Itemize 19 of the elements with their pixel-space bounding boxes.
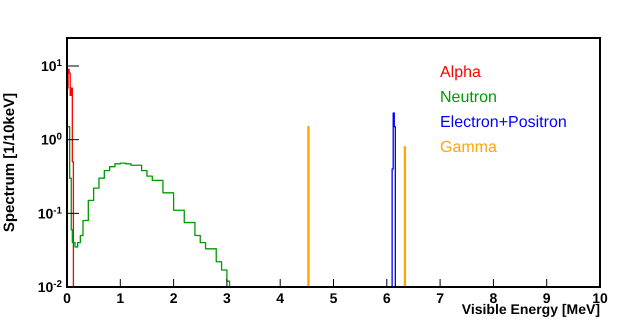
text: Neutron (440, 89, 497, 106)
y-axis-title: Spectrum [1/10keV] (1, 92, 18, 232)
text: Alpha (440, 64, 482, 81)
y-tick-label: 10$^{-1}$ (38, 204, 63, 222)
y-tick-label: 10$^{-2}$ (38, 278, 63, 295)
x-tick-label: 7 (436, 290, 444, 306)
x-tick-label: 0 (63, 290, 72, 306)
text: Gamma (440, 139, 497, 156)
y-tick-label: 10$^{0}$ (40, 131, 63, 148)
text: Electron+Positron (440, 114, 567, 131)
x-tick-label: 4 (276, 290, 284, 306)
x-tick-label: 9 (542, 290, 551, 306)
x-tick-label: 8 (490, 290, 498, 306)
x-tick-label: 6 (382, 290, 391, 306)
x-tick-label: 3 (223, 290, 231, 306)
x-tick-label: 2 (170, 290, 178, 306)
y-tick-label: 10$^{1}$ (40, 58, 63, 74)
x-tick-label: 5 (330, 290, 338, 306)
x-tick-label: 1 (116, 290, 124, 306)
